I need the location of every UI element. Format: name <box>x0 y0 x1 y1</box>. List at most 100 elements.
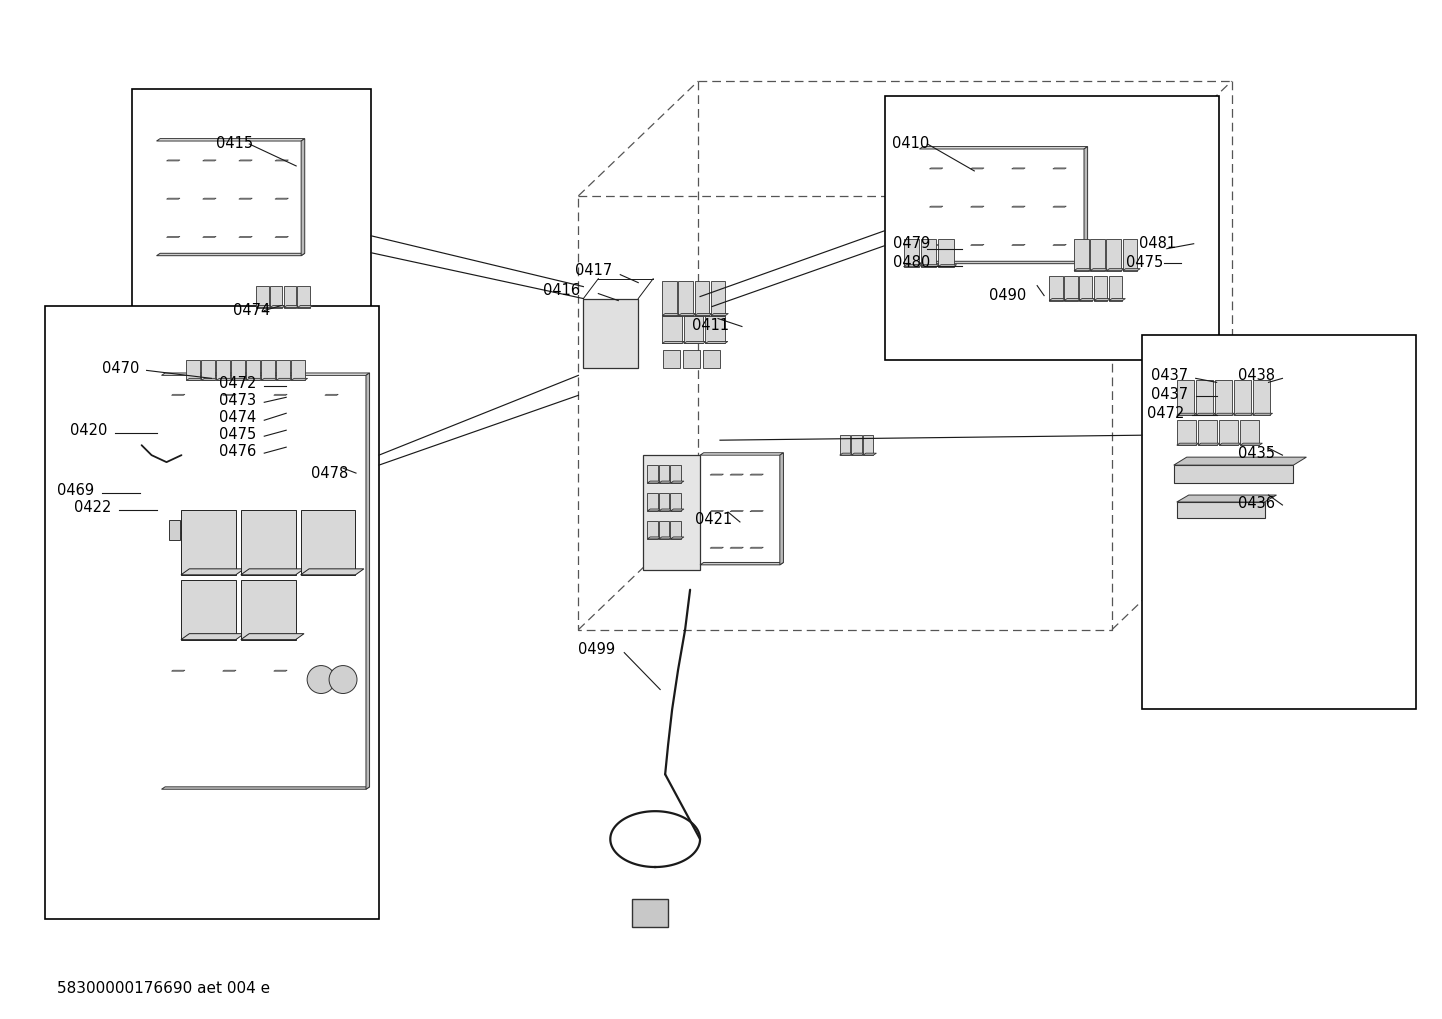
Polygon shape <box>647 465 658 483</box>
Polygon shape <box>705 316 725 343</box>
Polygon shape <box>1123 238 1138 271</box>
Text: 0415: 0415 <box>216 137 254 152</box>
Polygon shape <box>1177 495 1276 502</box>
Bar <box>131 89 371 328</box>
Polygon shape <box>647 481 660 483</box>
Polygon shape <box>659 493 669 511</box>
Polygon shape <box>851 435 862 455</box>
Bar <box>1177 502 1265 518</box>
Polygon shape <box>182 569 244 575</box>
Text: 0481: 0481 <box>1139 236 1177 252</box>
Polygon shape <box>1084 147 1087 264</box>
Polygon shape <box>182 580 236 640</box>
Polygon shape <box>1109 299 1125 301</box>
Polygon shape <box>1064 299 1080 301</box>
Polygon shape <box>647 493 658 511</box>
Polygon shape <box>1109 275 1122 301</box>
Polygon shape <box>705 341 728 343</box>
Polygon shape <box>291 361 304 380</box>
Bar <box>1142 335 1416 709</box>
Polygon shape <box>202 378 218 380</box>
Bar <box>169 520 180 540</box>
Bar <box>45 306 379 919</box>
Polygon shape <box>297 285 310 308</box>
Polygon shape <box>1218 420 1239 445</box>
Polygon shape <box>921 265 939 267</box>
Bar <box>684 351 699 369</box>
Polygon shape <box>862 453 877 455</box>
Polygon shape <box>920 147 1087 149</box>
Polygon shape <box>1106 238 1120 271</box>
Polygon shape <box>671 521 681 539</box>
Polygon shape <box>241 510 296 575</box>
Polygon shape <box>862 435 874 455</box>
Polygon shape <box>1177 414 1197 416</box>
Polygon shape <box>241 580 296 640</box>
Text: 0474: 0474 <box>219 410 257 425</box>
Polygon shape <box>921 238 936 267</box>
Polygon shape <box>839 435 851 455</box>
Text: 0480: 0480 <box>893 255 930 270</box>
Polygon shape <box>1218 443 1242 445</box>
Polygon shape <box>261 378 278 380</box>
Polygon shape <box>662 316 682 343</box>
Polygon shape <box>1079 299 1096 301</box>
Polygon shape <box>162 373 369 375</box>
Polygon shape <box>671 465 681 483</box>
Bar <box>704 351 720 369</box>
Polygon shape <box>186 361 200 380</box>
Polygon shape <box>270 285 283 308</box>
Polygon shape <box>241 634 304 640</box>
Polygon shape <box>699 562 783 565</box>
Text: 0438: 0438 <box>1237 368 1275 383</box>
Text: 0476: 0476 <box>219 443 257 459</box>
Polygon shape <box>216 378 232 380</box>
Text: 0499: 0499 <box>578 642 616 657</box>
Text: 0416: 0416 <box>544 283 581 299</box>
Circle shape <box>307 665 335 694</box>
Polygon shape <box>584 299 639 369</box>
Polygon shape <box>671 537 684 539</box>
Polygon shape <box>662 314 679 316</box>
Polygon shape <box>186 378 203 380</box>
Text: 0437: 0437 <box>1151 368 1188 383</box>
Polygon shape <box>270 306 286 308</box>
Polygon shape <box>659 521 669 539</box>
Polygon shape <box>659 481 672 483</box>
Polygon shape <box>284 306 298 308</box>
Polygon shape <box>659 510 672 511</box>
Polygon shape <box>659 537 672 539</box>
Polygon shape <box>678 280 694 316</box>
Polygon shape <box>643 455 699 570</box>
Polygon shape <box>711 280 725 316</box>
Text: 0411: 0411 <box>692 318 730 333</box>
Bar <box>1174 465 1293 483</box>
Polygon shape <box>671 510 684 511</box>
Polygon shape <box>1106 269 1123 271</box>
Polygon shape <box>277 361 290 380</box>
Polygon shape <box>671 481 684 483</box>
Polygon shape <box>1090 238 1105 271</box>
Polygon shape <box>684 341 707 343</box>
Polygon shape <box>1074 269 1092 271</box>
Polygon shape <box>1074 238 1089 271</box>
Text: 0410: 0410 <box>891 137 929 152</box>
Polygon shape <box>684 316 704 343</box>
Text: 0472: 0472 <box>219 376 257 391</box>
Polygon shape <box>699 452 783 455</box>
Polygon shape <box>261 361 275 380</box>
Polygon shape <box>300 510 356 575</box>
Polygon shape <box>647 537 660 539</box>
Polygon shape <box>297 306 313 308</box>
Polygon shape <box>662 341 685 343</box>
Polygon shape <box>247 361 260 380</box>
Text: 0436: 0436 <box>1237 495 1275 511</box>
Polygon shape <box>1079 275 1093 301</box>
Polygon shape <box>1253 414 1273 416</box>
Bar <box>884 96 1218 361</box>
Polygon shape <box>1177 443 1198 445</box>
Polygon shape <box>904 238 919 267</box>
Polygon shape <box>1253 380 1269 416</box>
Polygon shape <box>1233 380 1250 416</box>
Polygon shape <box>1050 275 1063 301</box>
